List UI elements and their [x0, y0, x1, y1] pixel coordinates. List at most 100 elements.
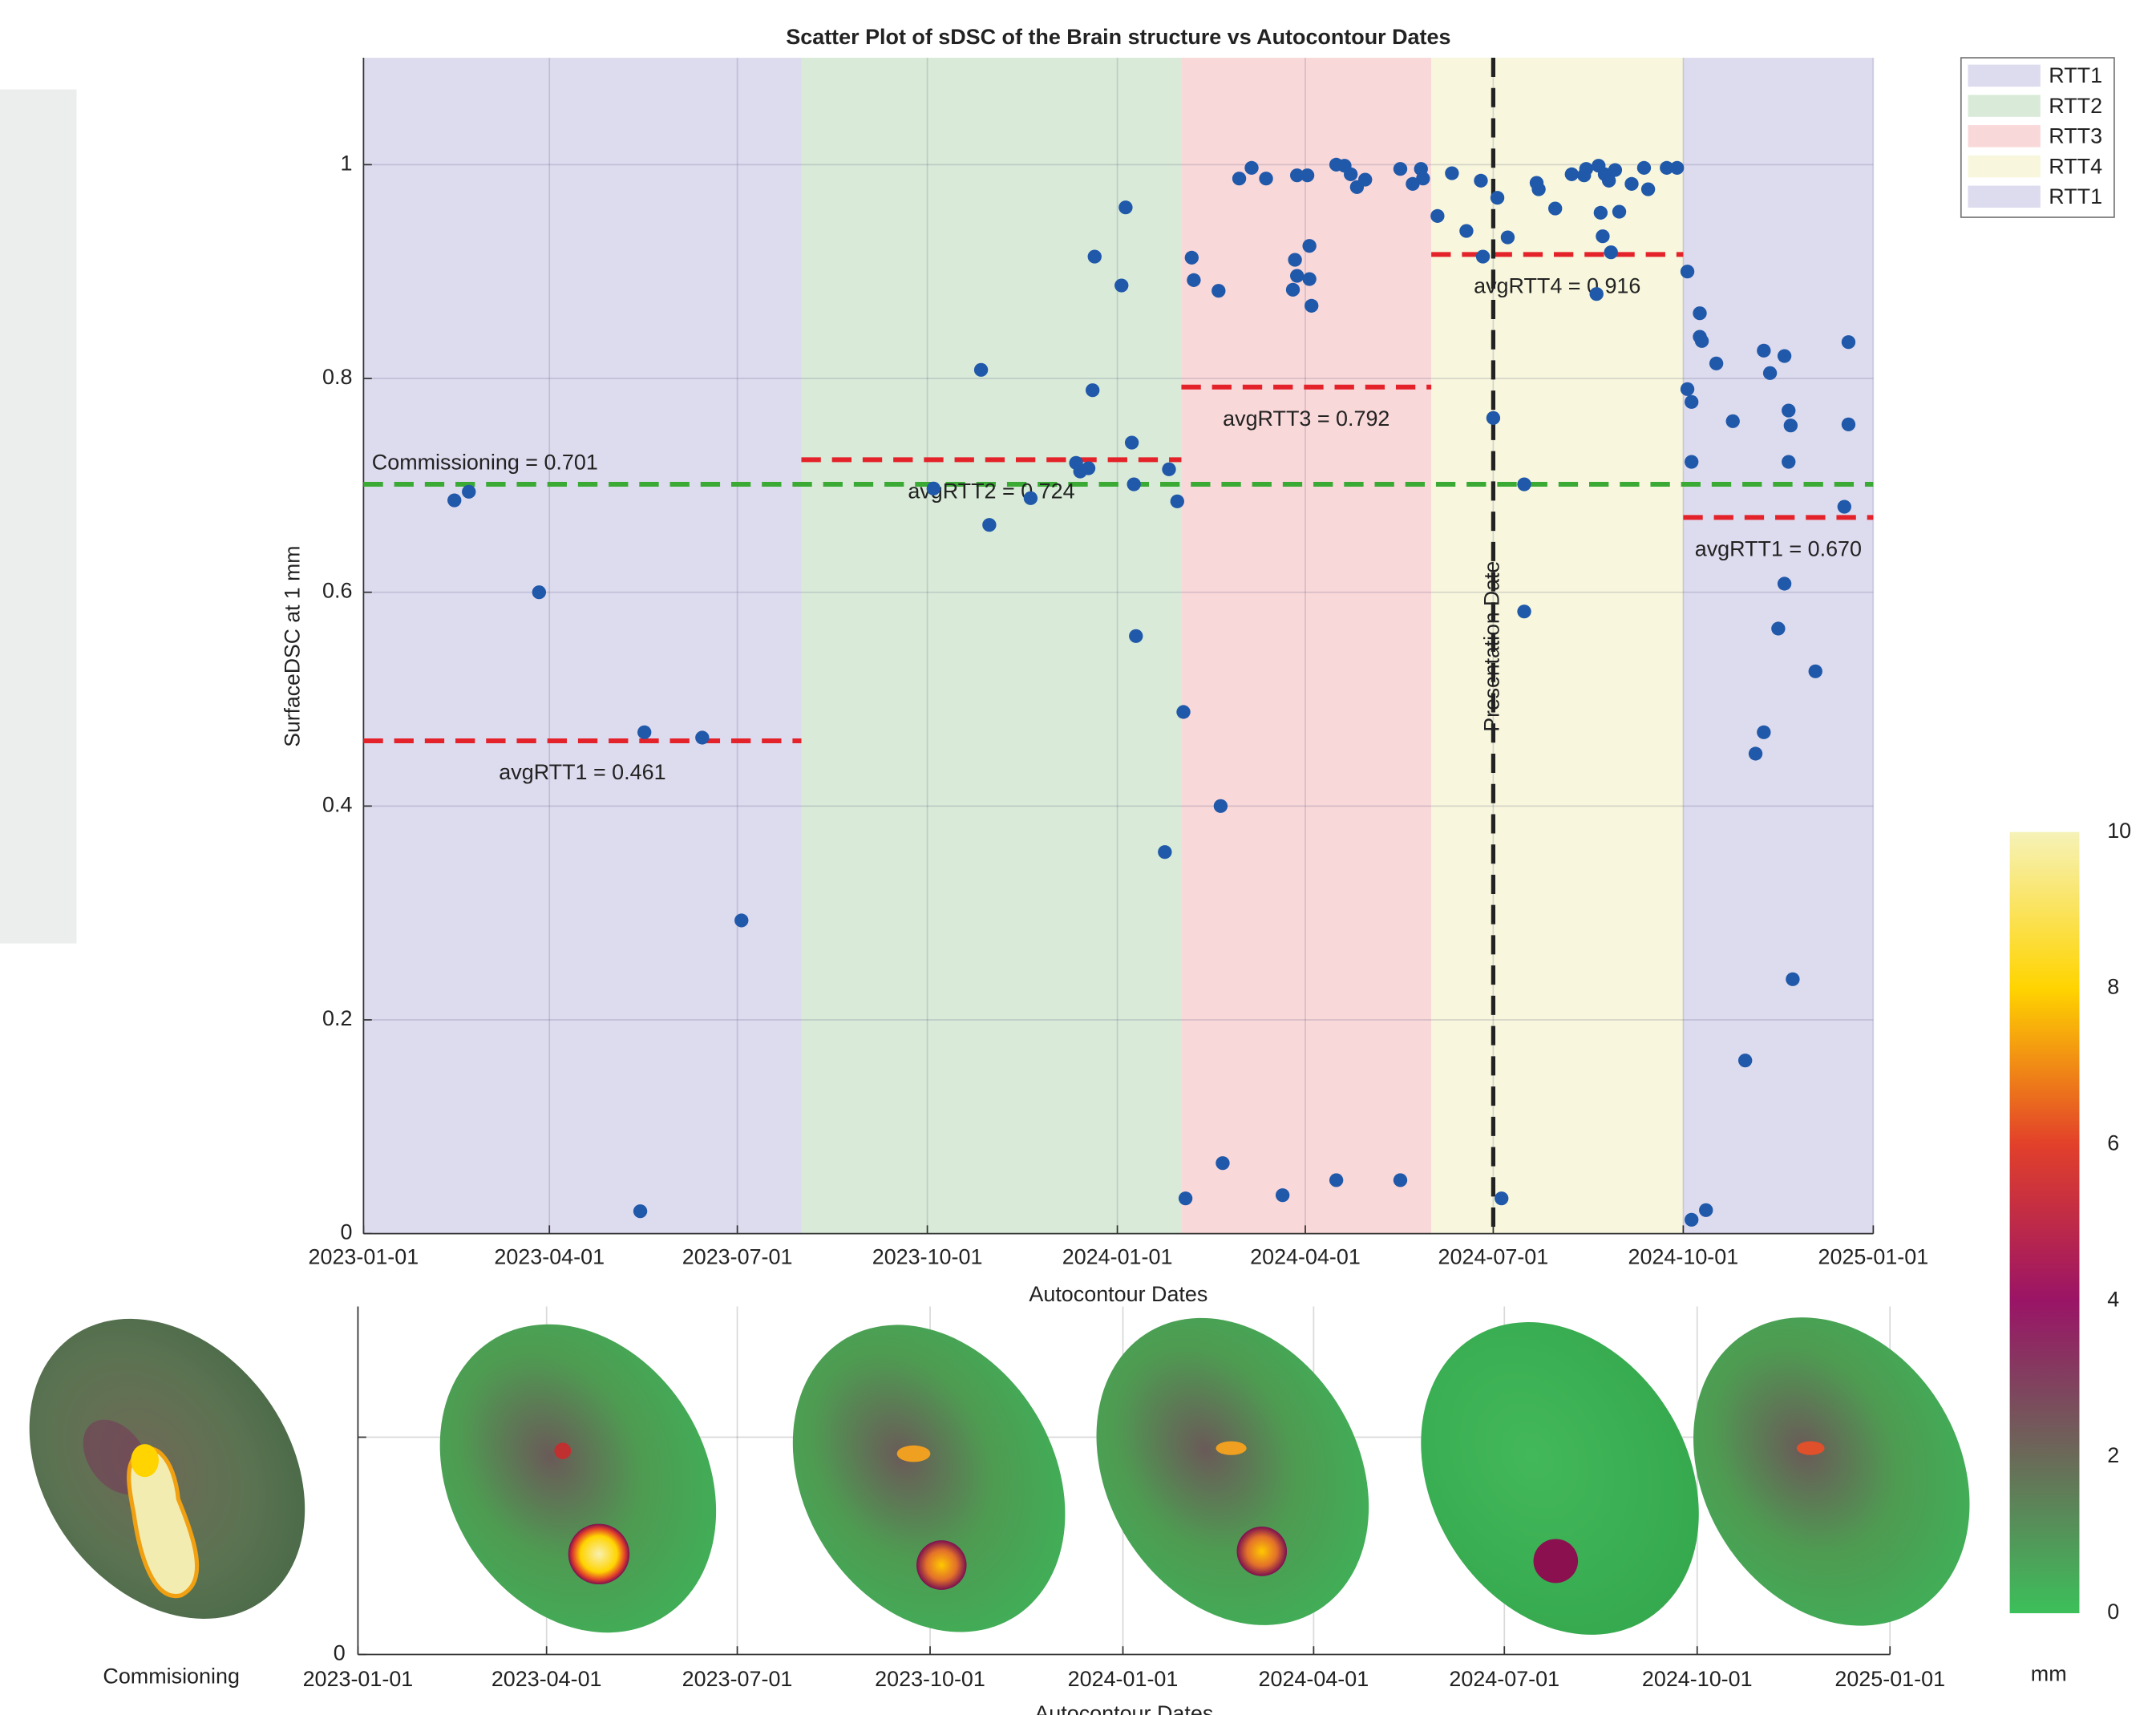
point: [447, 493, 461, 507]
x-tick-label: 2023-04-01: [494, 1245, 605, 1269]
legend-label: RTT2: [2049, 94, 2102, 118]
point: [1517, 477, 1531, 491]
point: [1580, 162, 1593, 176]
chart-title: Scatter Plot of sDSC of the Brain struct…: [786, 25, 1450, 49]
x-tick-label: 2025-01-01: [1834, 1667, 1945, 1691]
point: [1771, 621, 1785, 635]
point: [1784, 419, 1798, 432]
point: [974, 363, 988, 377]
x-tick-label: 2023-07-01: [682, 1667, 793, 1691]
legend-label: RTT1: [2049, 184, 2102, 208]
colorbar-tick-label: 6: [2107, 1131, 2119, 1155]
brain-surface: [0, 1267, 362, 1672]
legend-label: RTT1: [2049, 63, 2102, 87]
brain-hotspot: [916, 1540, 967, 1590]
brain-surface: [385, 1275, 771, 1682]
point: [1782, 455, 1795, 468]
point: [1179, 1191, 1192, 1205]
region: [1683, 58, 1873, 1234]
y-tick-label: 0: [340, 1220, 352, 1244]
point: [1082, 461, 1095, 475]
point: [1394, 1173, 1407, 1187]
point: [1127, 477, 1141, 491]
point: [633, 1204, 647, 1218]
point: [1548, 201, 1562, 215]
colorbar-label: mm: [2031, 1661, 2067, 1685]
point: [1608, 163, 1622, 176]
figure: 2023-01-012023-04-012023-07-012023-10-01…: [0, 0, 2156, 1715]
point: [1763, 366, 1777, 380]
legend-swatch: [1968, 125, 2040, 147]
point: [1782, 403, 1795, 417]
point: [1430, 209, 1444, 223]
point: [1693, 306, 1706, 320]
point: [1624, 177, 1638, 191]
x-tick-label: 2024-10-01: [1628, 1245, 1739, 1269]
brain-render: [1042, 1269, 1423, 1674]
colorbar: [2010, 832, 2080, 1613]
point: [1778, 576, 1791, 590]
brain-surface: [738, 1276, 1120, 1681]
point: [1114, 278, 1128, 292]
point: [734, 913, 748, 927]
point: [1300, 168, 1314, 182]
point: [1517, 605, 1531, 618]
x-tick-label: 2025-01-01: [1818, 1245, 1929, 1269]
x-tick-label: 2024-07-01: [1449, 1667, 1559, 1691]
y-tick-label: 0: [334, 1641, 346, 1665]
point: [1305, 299, 1318, 313]
x-tick-label: 2023-04-01: [491, 1667, 602, 1691]
point: [1086, 383, 1099, 397]
point: [1158, 845, 1171, 859]
brain-hotspot: [568, 1524, 629, 1584]
presentation-label: Presentation Date: [1479, 561, 1503, 732]
y-tick-label: 0.6: [322, 579, 352, 603]
point: [1695, 334, 1709, 348]
brain-render: [1638, 1268, 2025, 1675]
point: [1185, 251, 1199, 265]
point: [462, 485, 475, 499]
legend-label: RTT4: [2049, 154, 2102, 178]
point: [1838, 500, 1851, 513]
brain-render: [0, 1267, 362, 1672]
point: [1358, 172, 1372, 186]
point: [1216, 1156, 1229, 1170]
point: [1176, 705, 1190, 718]
point: [1214, 799, 1228, 813]
point: [1290, 269, 1304, 282]
region: [363, 58, 801, 1234]
point: [695, 730, 709, 744]
brain-render: [385, 1275, 771, 1682]
x-axis-label: Autocontour Dates: [1034, 1701, 1213, 1715]
point: [1259, 172, 1272, 185]
point: [1565, 168, 1579, 181]
point: [1125, 435, 1139, 449]
point: [1344, 168, 1357, 181]
point: [1594, 206, 1608, 220]
point: [1024, 491, 1038, 505]
x-tick-label: 2024-07-01: [1438, 1245, 1549, 1269]
brain-hotspot: [1797, 1442, 1825, 1455]
legend-swatch: [1968, 95, 2040, 116]
brain-hotspot: [554, 1442, 571, 1459]
point: [1088, 249, 1102, 263]
point: [1670, 161, 1684, 175]
brain-surface: [1365, 1272, 1754, 1685]
legend-swatch: [1968, 65, 2040, 87]
point: [1474, 174, 1487, 188]
x-tick-label: 2024-10-01: [1642, 1667, 1753, 1691]
point: [1187, 273, 1200, 287]
point: [1129, 629, 1143, 643]
brain-hotspot: [897, 1446, 931, 1462]
point: [1276, 1188, 1289, 1202]
point: [532, 585, 546, 599]
brain-render: [738, 1276, 1120, 1681]
point: [1681, 265, 1694, 278]
line-label: avgRTT1 = 0.461: [499, 760, 665, 784]
point: [1641, 182, 1655, 196]
legend-swatch: [1968, 186, 2040, 208]
brain-hotspot: [1237, 1527, 1288, 1576]
point: [1604, 245, 1618, 259]
brain-hotspot: [1534, 1539, 1579, 1583]
point: [1211, 284, 1225, 297]
